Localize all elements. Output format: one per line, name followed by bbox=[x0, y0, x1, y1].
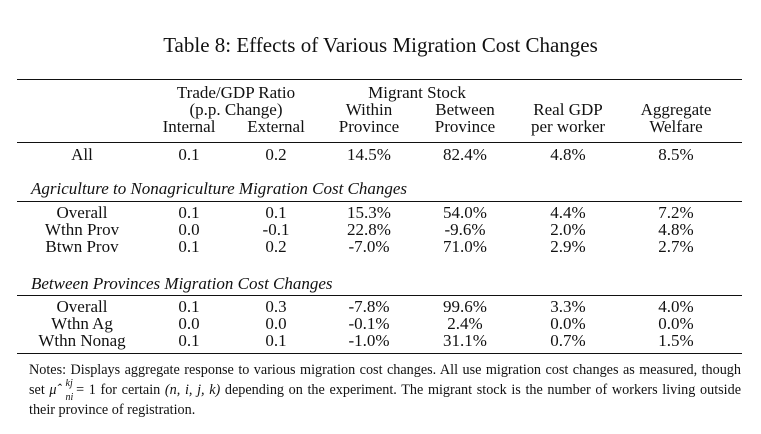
cell-internal: 0.1 bbox=[178, 145, 200, 164]
mu-hat: μ̂ bbox=[49, 382, 57, 398]
header-external: External bbox=[247, 117, 305, 136]
cell-internal: 0.0 bbox=[178, 220, 200, 239]
header-between: Between bbox=[435, 100, 495, 119]
mu-superscript: kj bbox=[65, 378, 73, 389]
header-trade-unit: (p.p. Change) bbox=[189, 100, 283, 119]
cell-within: 22.8% bbox=[347, 220, 391, 239]
notes-text-3: depending on the experiment. The migrant… bbox=[29, 382, 741, 418]
mu-subscript: ni bbox=[65, 392, 74, 403]
header-real-gdp: Real GDP bbox=[533, 100, 603, 119]
header-migrant-group: Migrant Stock bbox=[368, 83, 466, 102]
cell-internal: 0.1 bbox=[178, 297, 200, 316]
notes-text-1: Notes: Displays aggregate response to va… bbox=[29, 362, 741, 398]
cell-gdp: 4.8% bbox=[550, 145, 586, 164]
table-notes: Notes: Displays aggregate response to va… bbox=[29, 360, 741, 420]
row-label: Wthn Ag bbox=[51, 314, 113, 333]
header-internal: Internal bbox=[162, 117, 216, 136]
cell-welfare: 1.5% bbox=[658, 331, 694, 350]
cell-within: 14.5% bbox=[347, 145, 391, 164]
cell-within: -7.8% bbox=[348, 297, 390, 316]
section-title-ag-nonag: Agriculture to Nonagriculture Migration … bbox=[31, 179, 408, 198]
cell-welfare: 4.0% bbox=[658, 297, 694, 316]
cell-gdp: 4.4% bbox=[550, 203, 586, 222]
cell-welfare: 8.5% bbox=[658, 145, 694, 164]
cell-gdp: 2.0% bbox=[550, 220, 586, 239]
row-label: Overall bbox=[56, 203, 108, 222]
row-label: All bbox=[71, 145, 93, 164]
row-label: Wthn Prov bbox=[44, 220, 120, 239]
header-per-worker: per worker bbox=[530, 117, 606, 136]
header-aggregate: Aggregate bbox=[640, 100, 712, 119]
cell-between: 82.4% bbox=[443, 145, 487, 164]
notes-text-2: = 1 for certain bbox=[71, 382, 165, 398]
header-within-province: Province bbox=[338, 117, 400, 136]
cell-external: 0.0 bbox=[265, 314, 287, 333]
notes-tuple: (n, i, j, k) bbox=[164, 382, 221, 398]
cell-gdp: 0.0% bbox=[550, 314, 586, 333]
cell-welfare: 4.8% bbox=[658, 220, 694, 239]
header-rule bbox=[17, 142, 742, 143]
cell-internal: 0.1 bbox=[178, 237, 200, 256]
cell-between: -9.6% bbox=[444, 220, 486, 239]
cell-welfare: 7.2% bbox=[658, 203, 694, 222]
cell-gdp: 0.7% bbox=[550, 331, 586, 350]
table-title: Table 8: Effects of Various Migration Co… bbox=[163, 33, 598, 57]
section1-rule bbox=[17, 201, 742, 202]
cell-within: 15.3% bbox=[347, 203, 391, 222]
cell-between: 71.0% bbox=[443, 237, 487, 256]
cell-internal: 0.1 bbox=[178, 331, 200, 350]
row-label: Btwn Prov bbox=[45, 237, 119, 256]
top-rule bbox=[17, 79, 742, 80]
header-trade-group: Trade/GDP Ratio bbox=[176, 83, 296, 102]
row-label: Wthn Nonag bbox=[38, 331, 126, 350]
row-label: Overall bbox=[56, 297, 108, 316]
cell-welfare: 0.0% bbox=[658, 314, 694, 333]
section-title-between-provinces: Between Provinces Migration Cost Changes bbox=[31, 274, 333, 293]
cell-within: -7.0% bbox=[348, 237, 390, 256]
cell-gdp: 3.3% bbox=[550, 297, 586, 316]
cell-gdp: 2.9% bbox=[550, 237, 586, 256]
cell-between: 99.6% bbox=[443, 297, 487, 316]
cell-external: 0.3 bbox=[265, 297, 287, 316]
cell-external: -0.1 bbox=[262, 220, 290, 239]
cell-external: 0.2 bbox=[265, 145, 287, 164]
cell-between: 2.4% bbox=[447, 314, 483, 333]
section2-rule bbox=[17, 295, 742, 296]
header-between-province: Province bbox=[434, 117, 496, 136]
cell-external: 0.1 bbox=[265, 203, 287, 222]
cell-within: -1.0% bbox=[348, 331, 390, 350]
header-within: Within bbox=[345, 100, 393, 119]
cell-welfare: 2.7% bbox=[658, 237, 694, 256]
cell-between: 54.0% bbox=[443, 203, 487, 222]
cell-between: 31.1% bbox=[443, 331, 487, 350]
bottom-rule bbox=[17, 353, 742, 354]
cell-within: -0.1% bbox=[348, 314, 390, 333]
cell-external: 0.1 bbox=[265, 331, 287, 350]
cell-internal: 0.1 bbox=[178, 203, 200, 222]
mu-symbol: μ̂ kj ni bbox=[49, 378, 73, 403]
header-welfare: Welfare bbox=[649, 117, 703, 136]
cell-internal: 0.0 bbox=[178, 314, 200, 333]
cell-external: 0.2 bbox=[265, 237, 287, 256]
